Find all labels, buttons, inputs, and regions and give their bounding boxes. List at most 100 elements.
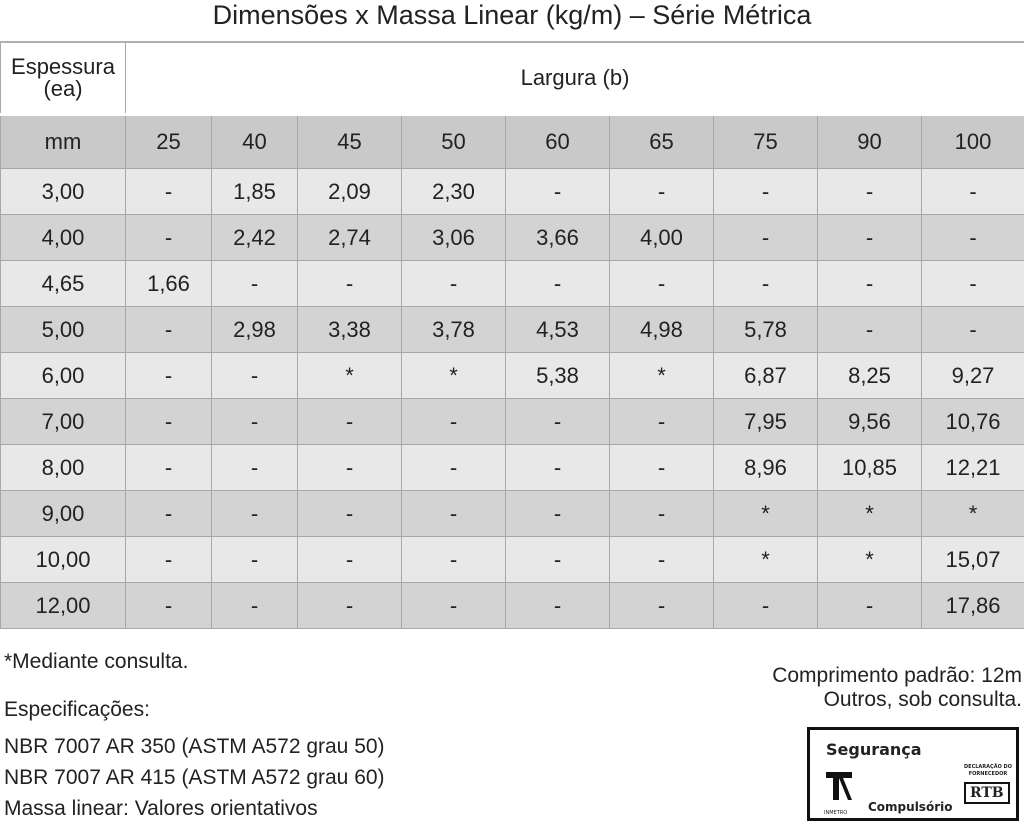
cell: - (125, 168, 212, 215)
cell: - (401, 398, 506, 445)
row-header: 8,00 (0, 444, 126, 491)
cell: 9,27 (920, 352, 1024, 399)
cell: 1,85 (211, 168, 298, 215)
cell: 15,07 (920, 536, 1024, 583)
cell: - (297, 444, 402, 491)
cell: - (211, 352, 298, 399)
inmetro-logo (826, 772, 852, 800)
cell: - (211, 536, 298, 583)
cell: - (211, 398, 298, 445)
cell: 6,87 (713, 352, 818, 399)
cell: 3,78 (401, 306, 506, 353)
column-header: 60 (505, 113, 610, 169)
cell: 3,66 (505, 214, 610, 261)
cell: - (401, 490, 506, 537)
data-row: 10,00- - - - - - * * 15,07 (0, 536, 1024, 583)
row-header: 4,65 (0, 260, 126, 307)
cell: - (505, 490, 610, 537)
data-row: 4,00-2,42 2,74 3,06 3,66 4,00- - - (0, 214, 1024, 261)
cell: - (920, 214, 1024, 261)
cell: 3,06 (401, 214, 506, 261)
column-header: 100 (920, 113, 1024, 169)
header-row: Espessura (ea) Largura (b) (0, 41, 1024, 115)
cell: 10,85 (817, 444, 922, 491)
cell: 1,66 (125, 260, 212, 307)
cell: - (297, 536, 402, 583)
cell: 17,86 (920, 582, 1024, 629)
cell: - (125, 444, 212, 491)
column-header: 50 (401, 113, 506, 169)
cell: - (920, 260, 1024, 307)
cell: - (713, 260, 818, 307)
cell: 10,76 (920, 398, 1024, 445)
cell: - (211, 260, 298, 307)
spec: NBR 7007 AR 350 (ASTM A572 grau 50) (4, 735, 385, 758)
cell: * (817, 490, 922, 537)
data-row: 8,00- - - - - -8,96 10,85 12,21 (0, 444, 1024, 491)
cell: - (211, 582, 298, 629)
footnote: *Mediante consulta. (4, 650, 189, 673)
cell: - (505, 536, 610, 583)
column-header: 75 (713, 113, 818, 169)
data-row: 6,00- - * * 5,38 * 6,87 8,25 9,27 (0, 352, 1024, 399)
cell: - (609, 536, 714, 583)
row-header: 6,00 (0, 352, 126, 399)
cell: - (297, 582, 402, 629)
cell: - (211, 490, 298, 537)
cell: * (817, 536, 922, 583)
cell: 4,53 (505, 306, 610, 353)
cell: 3,38 (297, 306, 402, 353)
column-header: 90 (817, 113, 922, 169)
cell: - (609, 168, 714, 215)
cell: - (505, 260, 610, 307)
cell: 2,42 (211, 214, 298, 261)
cell: - (125, 214, 212, 261)
cell: - (211, 444, 298, 491)
row-header: 3,00 (0, 168, 126, 215)
unit-row: mm 25 40 45 50 60 65 75 90 100 (0, 113, 1024, 169)
cell: - (505, 582, 610, 629)
length-note: Comprimento padrão: 12m (772, 664, 1022, 687)
seal-agency: INMETRO (824, 810, 848, 816)
column-header: 25 (125, 113, 212, 169)
cell: - (609, 260, 714, 307)
cell: 2,74 (297, 214, 402, 261)
cell: - (401, 536, 506, 583)
row-header: 4,00 (0, 214, 126, 261)
data-row: 7,00- - - - - -7,95 9,56 10,76 (0, 398, 1024, 445)
cell: 2,30 (401, 168, 506, 215)
row-header: 9,00 (0, 490, 126, 537)
cell: - (713, 168, 818, 215)
cell: 9,56 (817, 398, 922, 445)
cell: 2,98 (211, 306, 298, 353)
cell: * (920, 490, 1024, 537)
data-row: 5,00-2,98 3,38 3,78 4,53 4,98 5,78- - (0, 306, 1024, 353)
cell: - (505, 168, 610, 215)
cell: - (401, 582, 506, 629)
cell: - (817, 260, 922, 307)
thickness-header: Espessura (ea) (0, 41, 126, 115)
cell: * (401, 352, 506, 399)
cell: - (401, 260, 506, 307)
cell: - (920, 168, 1024, 215)
cell: 7,95 (713, 398, 818, 445)
cell: 5,78 (713, 306, 818, 353)
cell: - (125, 398, 212, 445)
table-body: Espessura (ea) Largura (b) mm 25 40 45 50 60 65 75… (0, 41, 1024, 629)
cell: - (713, 214, 818, 261)
cell: - (609, 444, 714, 491)
cell: - (297, 260, 402, 307)
cell: * (713, 490, 818, 537)
width-header: Largura (b) (124, 41, 1024, 115)
cell: - (817, 214, 922, 261)
cell: 5,38 (505, 352, 610, 399)
cell: * (713, 536, 818, 583)
column-header: 45 (297, 113, 402, 169)
cell: * (609, 352, 714, 399)
cell: 4,00 (609, 214, 714, 261)
length-note: Outros, sob consulta. (823, 688, 1022, 711)
data-row: 9,00- - - - - - * * * (0, 490, 1024, 537)
seal-brand: RTB (964, 782, 1010, 804)
cell: - (125, 490, 212, 537)
